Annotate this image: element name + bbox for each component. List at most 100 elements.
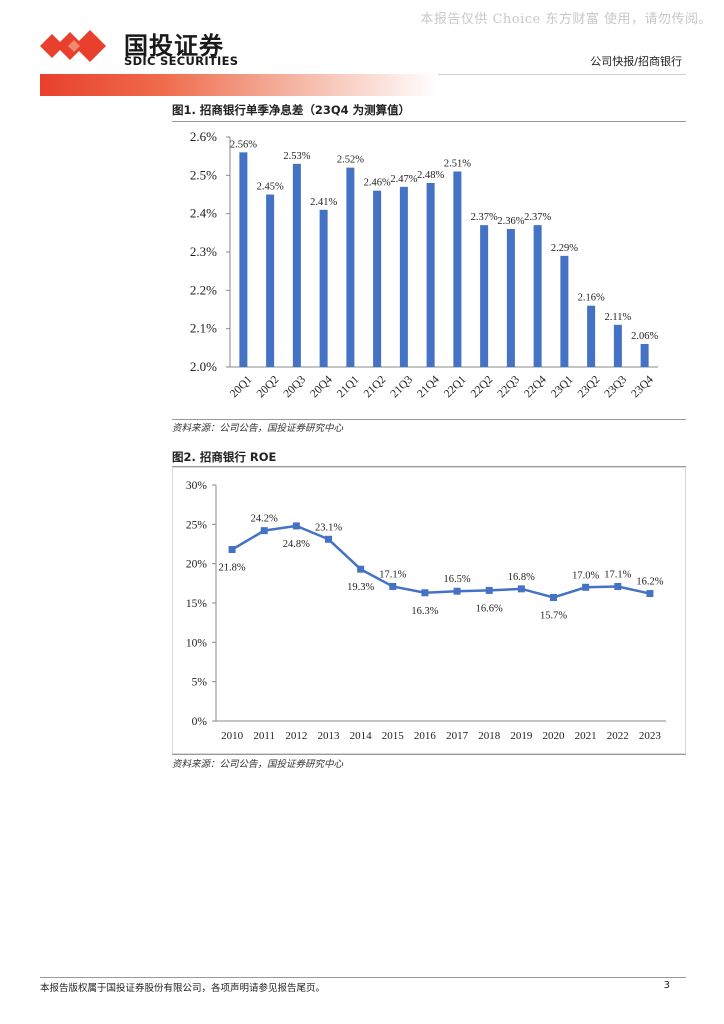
x-tick-label: 2014 (350, 730, 373, 742)
data-label: 17.1% (604, 569, 631, 580)
roe-line-chart: 0% 5% 10% 15% 20% 25% 30% 21.8% 2010 24.2% 2011 24.… (172, 467, 686, 754)
y-tick-label: 2.4% (190, 206, 217, 221)
roe-series-line (231, 524, 651, 599)
company-logo: 国投证券 SDIC SECURITIES (38, 24, 238, 70)
bar (346, 167, 355, 367)
data-point (453, 587, 461, 595)
x-tick-label: 23Q2 (576, 374, 603, 401)
data-label: 16.3% (411, 606, 438, 617)
y-tick-label: 30% (186, 480, 208, 492)
header-rule (438, 74, 686, 75)
y-tick-label: 2.2% (190, 282, 217, 297)
x-tick-label: 21Q2 (362, 374, 389, 401)
x-tick-label: 2017 (446, 730, 469, 742)
bar (506, 229, 515, 367)
x-tick-label: 2019 (510, 730, 533, 742)
y-tick-label: 2.6% (190, 129, 217, 144)
data-label: 17.0% (572, 570, 599, 581)
figure1-source: 资料来源：公司公告，国投证券研究中心 (172, 423, 344, 434)
bar (292, 163, 301, 367)
header-red-bar (40, 74, 438, 96)
x-tick-label: 2023 (639, 730, 662, 742)
bar (399, 186, 408, 367)
data-point (260, 527, 268, 535)
x-tick-label: 20Q4 (308, 374, 335, 401)
bar (319, 209, 328, 367)
bar (560, 255, 569, 367)
data-point (228, 546, 236, 554)
x-tick-label: 22Q4 (522, 374, 549, 401)
data-label: 16.2% (636, 577, 663, 588)
figure2-title: 图2. 招商银行 ROE (172, 450, 277, 464)
footer-disclaimer: 本报告版权属于国投证券股份有限公司，各项声明请参见报告尾页。 (40, 983, 326, 994)
x-tick-label: 20Q1 (228, 374, 255, 401)
data-point (614, 582, 622, 590)
data-label: 16.6% (476, 603, 503, 614)
data-label: 2.45% (257, 182, 284, 193)
data-point (325, 535, 332, 543)
data-label: 2.11% (605, 312, 632, 323)
figure2-bottom-rule (172, 754, 686, 755)
bar (266, 194, 275, 367)
data-label: 23.1% (315, 522, 342, 533)
bar (480, 225, 489, 367)
figure1-top-rule (172, 121, 686, 122)
x-tick-label: 20Q2 (255, 374, 282, 401)
bar (640, 344, 649, 367)
data-label: 19.3% (347, 582, 374, 593)
x-tick-label: 20Q3 (282, 374, 309, 401)
figure2-top-rule (172, 466, 686, 467)
footer-rule (40, 977, 686, 978)
bar (613, 324, 622, 367)
bar (453, 171, 462, 367)
y-tick-label: 15% (186, 598, 208, 610)
data-point (550, 593, 557, 601)
data-label: 2.53% (283, 151, 310, 162)
chart-border (172, 467, 686, 754)
logo-cn-text: 国投证券 (124, 32, 224, 60)
data-label: 2.37% (524, 212, 551, 223)
data-label: 21.8% (219, 563, 246, 574)
watermark-text: 本报告仅供 Choice 东方财富 使用，请勿传阅。 (420, 12, 712, 27)
x-tick-label: 22Q3 (496, 374, 523, 401)
figure2-source: 资料来源：公司公告，国投证券研究中心 (172, 759, 344, 770)
data-label: 2.52% (337, 155, 364, 166)
x-tick-label: 22Q1 (442, 374, 469, 401)
data-label: 2.41% (310, 197, 337, 208)
data-point (292, 522, 300, 530)
x-tick-label: 23Q1 (549, 374, 576, 401)
bar (426, 183, 435, 367)
data-label: 2.29% (551, 243, 578, 254)
x-tick-label: 2010 (221, 730, 244, 742)
data-point (485, 586, 493, 594)
data-point (517, 585, 525, 593)
x-tick-label: 2018 (478, 730, 501, 742)
logo-en-text: SDIC SECURITIES (124, 54, 239, 68)
y-tick-label: 5% (192, 677, 208, 689)
y-tick-label: 2.0% (190, 359, 217, 374)
x-tick-label: 23Q3 (603, 374, 630, 401)
y-tick-label: 10% (186, 637, 208, 649)
x-tick-label: 23Q4 (629, 374, 656, 401)
x-tick-label: 21Q4 (415, 374, 442, 401)
data-label: 2.56% (230, 139, 257, 150)
bar (587, 305, 596, 367)
data-label: 17.1% (379, 569, 406, 580)
figure1-bottom-rule (172, 419, 686, 420)
data-label: 2.47% (390, 174, 417, 185)
data-point (357, 565, 365, 573)
data-label: 2.51% (444, 159, 471, 170)
data-label: 24.8% (283, 539, 310, 550)
x-tick-label: 2021 (575, 730, 597, 742)
bar (373, 190, 382, 367)
data-label: 2.36% (497, 216, 524, 227)
x-tick-label: 2020 (543, 730, 566, 742)
data-label: 2.06% (631, 331, 658, 342)
logo-diamonds-icon (40, 30, 106, 62)
data-point (646, 590, 654, 598)
x-tick-label: 2011 (253, 730, 275, 742)
x-tick-label: 21Q3 (389, 374, 416, 401)
data-label: 2.16% (578, 293, 605, 304)
x-tick-label: 22Q2 (469, 374, 496, 401)
x-tick-label: 2013 (318, 730, 341, 742)
